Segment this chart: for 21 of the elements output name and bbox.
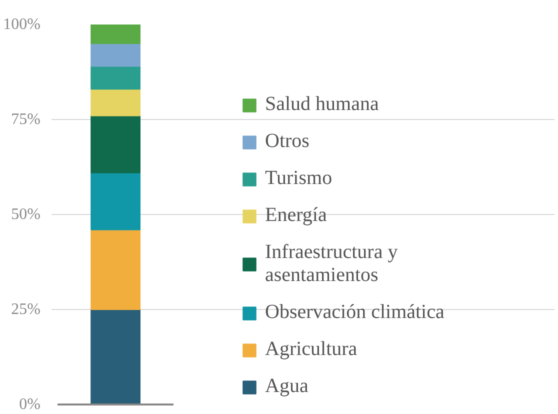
legend-label: Salud humana — [265, 93, 379, 116]
legend-label: Observación climática — [265, 301, 444, 324]
bar — [90, 172, 140, 230]
bar — [90, 66, 140, 90]
legend-label: Agua — [265, 375, 308, 398]
legend-label: Turismo — [265, 167, 332, 190]
legend-label: Agricultura — [265, 338, 358, 361]
legend-label: Energía — [265, 204, 327, 227]
bar — [90, 309, 140, 404]
y-tick-label: 50% — [11, 206, 40, 223]
legend-label: Otros — [265, 130, 310, 153]
bar — [90, 88, 140, 116]
legend-label: Infraestructura y asentamientos — [265, 241, 398, 287]
bar — [90, 43, 140, 67]
bar — [90, 115, 140, 174]
y-tick-label: 25% — [11, 301, 40, 318]
y-tick-label: 75% — [11, 111, 40, 128]
bar — [90, 229, 140, 310]
y-tick-label: 100% — [3, 16, 40, 33]
y-tick-label: 0% — [19, 396, 40, 413]
bar — [90, 24, 140, 44]
